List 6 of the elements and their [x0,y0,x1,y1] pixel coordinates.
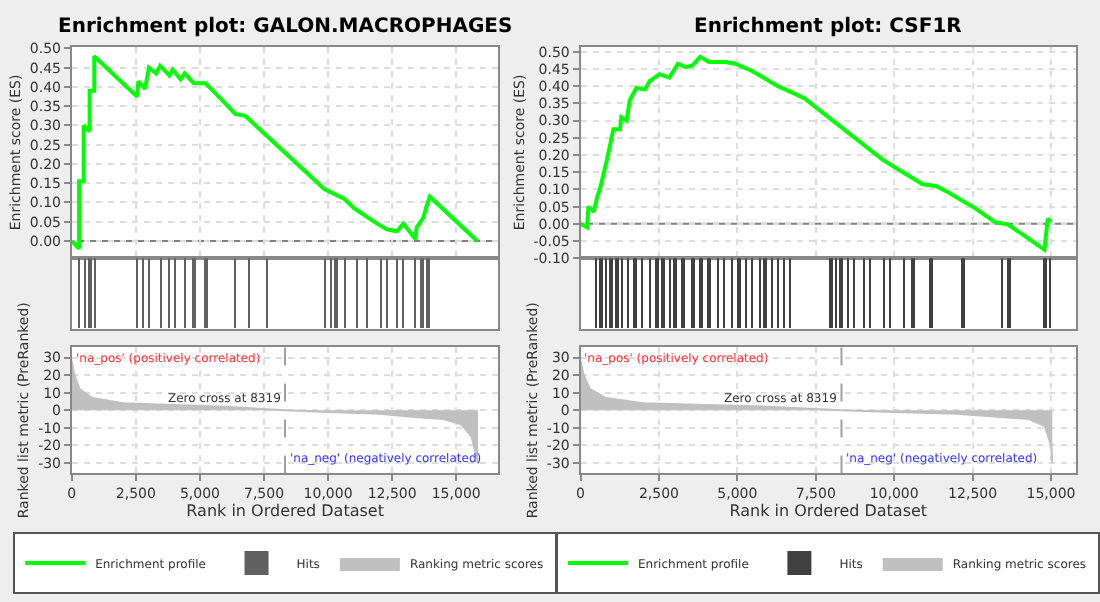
line-series [580,54,1054,252]
x-axis-title: Rank in Ordered Dataset [729,502,928,521]
line-series [71,54,480,251]
x-axis-title: Rank in Ordered Dataset [186,502,384,521]
chart-title: Enrichment plot: CSF1R [694,16,963,38]
chart-title: Enrichment plot: GALON.MACROPHAGES [58,16,513,38]
